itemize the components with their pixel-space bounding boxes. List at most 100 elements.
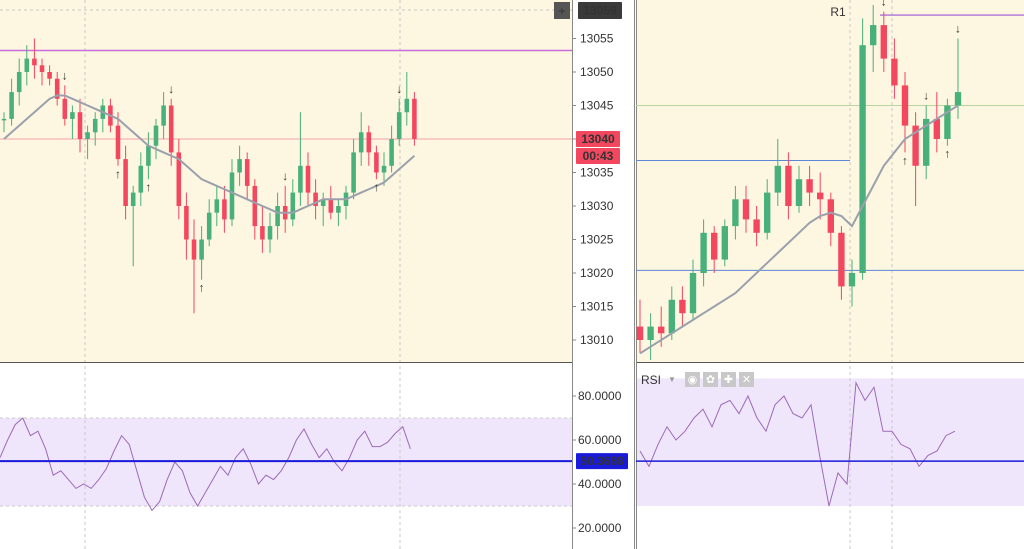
chevron-down-icon[interactable]: ▼: [668, 375, 676, 384]
right-candle: [848, 273, 856, 287]
top-price-badge-bg: [578, 2, 622, 19]
left-sell-signal-arrow: ↓: [396, 82, 402, 96]
left-candle: [47, 72, 52, 79]
left-candle: [1, 118, 7, 121]
left-candle: [214, 199, 220, 213]
left-buy-signal-arrow: ↑: [145, 180, 151, 194]
left-candle: [92, 118, 98, 133]
price-axis-label: 13020: [580, 266, 614, 280]
rsi-indicator-label[interactable]: RSI: [641, 372, 662, 387]
right-candle: [944, 105, 951, 139]
left-candle: [244, 159, 250, 186]
left-candle: [153, 125, 159, 146]
rsi-legend-toolbar: RSI ▼ ◉ ✿ ✚ ✕: [641, 372, 754, 387]
left-candle: [404, 98, 410, 113]
right-candle: [742, 199, 750, 220]
left-candle: [70, 112, 75, 119]
last-price-badge-bg: [576, 131, 620, 147]
left-moving-average: [3, 94, 416, 214]
right-rsi-line: [639, 381, 956, 507]
right-candle: [891, 58, 898, 86]
left-sell-signal-arrow: ↓: [168, 82, 174, 96]
price-axis-label: 13010: [580, 333, 614, 347]
close-icon[interactable]: ✕: [738, 372, 754, 387]
left-buy-signal-arrow: ↑: [199, 281, 205, 295]
right-candle: [880, 25, 887, 59]
countdown-badge-bg: [576, 148, 620, 164]
left-candle: [396, 112, 402, 139]
right-candle: [870, 25, 877, 46]
price-axis-label: 13035: [580, 166, 614, 180]
left-candle: [168, 105, 174, 153]
right-candle: [732, 199, 739, 227]
left-candle: [115, 125, 121, 160]
left-candle: [9, 92, 14, 119]
price-axis-label: 13045: [580, 99, 614, 113]
right-candle: [933, 118, 940, 139]
right-candle: [764, 192, 771, 233]
rsi-axis-label: 40.0000: [578, 477, 622, 491]
left-candle: [290, 192, 296, 220]
left-candle: [130, 192, 136, 206]
right-candle: [859, 45, 866, 274]
eye-icon[interactable]: ◉: [684, 372, 700, 387]
left-candle: [328, 199, 334, 213]
left-candle: [366, 132, 372, 153]
rsi-axis-label: 20.0000: [578, 521, 622, 535]
plus-icon[interactable]: ✚: [720, 372, 736, 387]
right-candle: [838, 232, 845, 287]
left-candle: [237, 159, 242, 173]
left-candle: [381, 165, 387, 173]
left-candle: [412, 98, 417, 139]
left-candle: [374, 152, 379, 173]
last-price-badge: 13040: [581, 132, 615, 146]
plus-button[interactable]: +: [558, 4, 565, 18]
left-candle: [39, 65, 45, 72]
left-candle: [313, 192, 318, 206]
left-candle: [320, 199, 326, 206]
left-candle: [24, 58, 30, 72]
right-buy-signal-arrow: ↑: [902, 153, 908, 167]
right-candle: [689, 273, 697, 314]
left-candle: [298, 165, 303, 193]
price-axis-label: 13050: [580, 65, 614, 79]
right-candle: [711, 232, 718, 260]
right-candle: [647, 326, 654, 340]
right-candle: [785, 165, 792, 206]
left-candle: [138, 165, 144, 193]
price-pane-right-bg: [636, 0, 1024, 362]
right-candle: [679, 299, 686, 314]
rsi-value-badge-bg: [576, 453, 628, 470]
right-candle: [817, 192, 824, 200]
rsi-axis-label: 60.0000: [578, 433, 622, 447]
left-candle: [275, 206, 280, 227]
left-sell-signal-arrow: ↓: [62, 68, 68, 82]
left-candle: [199, 239, 204, 260]
right-sell-signal-arrow: ↓: [923, 89, 929, 103]
left-candle: [305, 165, 311, 193]
left-candle: [252, 185, 258, 227]
right-candle: [954, 92, 962, 106]
countdown-badge: 00:43: [583, 149, 614, 163]
left-candle: [184, 206, 189, 240]
left-sell-signal-arrow: ↓: [282, 169, 288, 183]
left-candle: [77, 112, 83, 139]
top-price-badge: 13059: [583, 4, 617, 18]
gear-icon[interactable]: ✿: [702, 372, 718, 387]
right-candle: [901, 85, 909, 126]
right-candle: [795, 179, 803, 206]
right-candle: [827, 199, 834, 233]
rsi-band-right: [636, 378, 1024, 506]
left-candle: [206, 212, 212, 240]
plus-button-bg: [554, 2, 570, 19]
right-sell-signal-arrow: ↓: [955, 22, 961, 36]
left-candle: [54, 78, 60, 99]
left-candle: [123, 159, 128, 206]
rsi-value-badge: 50.3688: [580, 454, 624, 468]
left-candle: [191, 239, 197, 260]
price-axis-label: 13015: [580, 300, 614, 314]
price-axis-label: 13055: [580, 32, 614, 46]
right-candle: [658, 326, 665, 334]
left-candle: [229, 172, 235, 220]
